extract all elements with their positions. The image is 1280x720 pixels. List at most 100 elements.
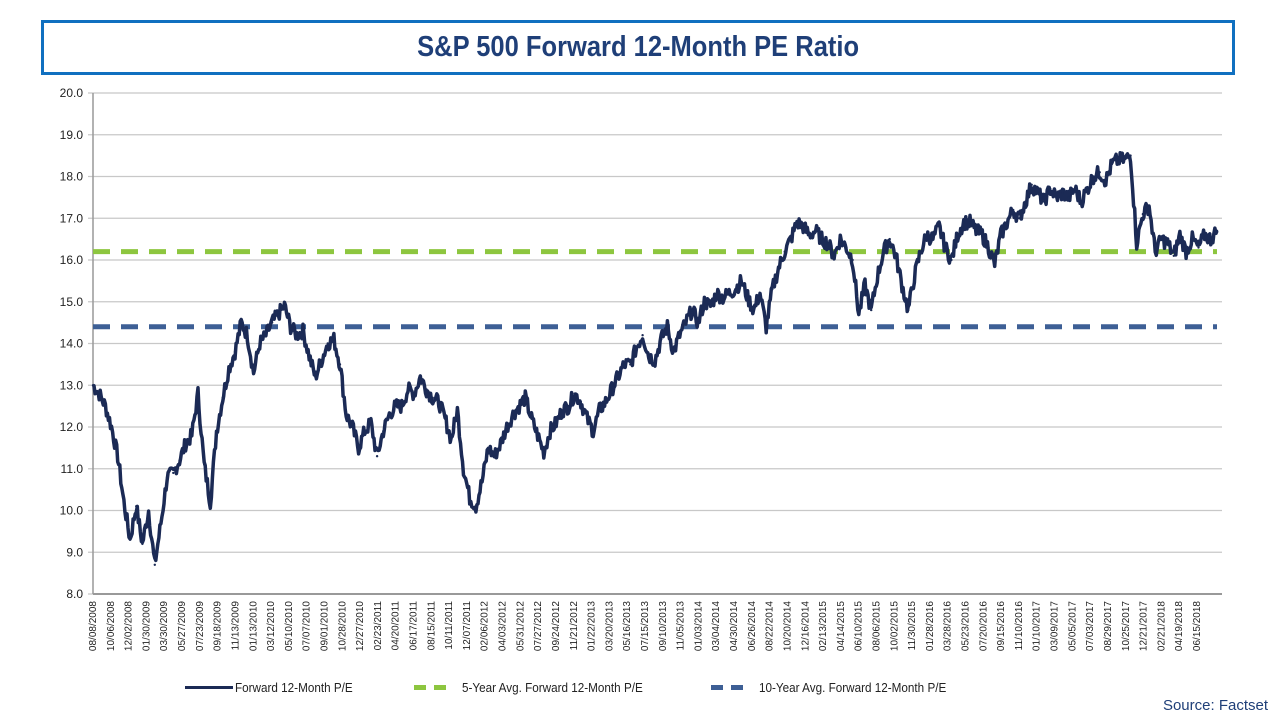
data-point — [419, 375, 422, 379]
data-point — [746, 296, 749, 299]
data-point — [320, 359, 323, 362]
data-point — [283, 304, 286, 308]
data-point — [882, 250, 885, 253]
data-point — [765, 325, 768, 328]
data-point — [727, 292, 731, 295]
data-point — [141, 542, 144, 546]
x-tick-label: 04/03/2012 — [498, 601, 509, 651]
data-point — [135, 505, 138, 508]
data-point — [857, 313, 860, 316]
data-point — [900, 283, 904, 287]
data-point — [153, 563, 156, 566]
data-point — [832, 254, 836, 257]
data-point — [1135, 242, 1138, 245]
data-point — [196, 392, 200, 395]
x-tick-label: 03/12/2010 — [266, 601, 277, 651]
x-tick-label: 03/04/2014 — [711, 601, 722, 651]
x-tick-label: 03/28/2016 — [943, 601, 954, 651]
x-tick-label: 08/15/2011 — [426, 601, 437, 651]
x-tick-label: 10/11/2011 — [444, 601, 455, 650]
x-tick-label: 03/09/2017 — [1050, 601, 1061, 651]
data-point — [795, 221, 799, 224]
data-point — [474, 505, 478, 508]
x-tick-label: 01/13/2010 — [248, 601, 259, 651]
data-point — [542, 450, 545, 454]
x-tick-label: 01/28/2016 — [925, 601, 936, 651]
y-tick-label: 20.0 — [60, 86, 84, 100]
data-point — [777, 267, 780, 270]
data-point — [598, 409, 601, 412]
data-point — [240, 321, 243, 324]
data-point — [536, 434, 539, 437]
data-point — [264, 334, 268, 337]
data-point — [894, 254, 898, 257]
data-point — [425, 388, 428, 391]
data-point — [1098, 171, 1101, 174]
data-point — [233, 350, 237, 353]
data-point — [789, 237, 793, 241]
data-point — [1197, 246, 1200, 249]
x-tick-label: 07/07/2010 — [302, 601, 313, 651]
data-point — [567, 404, 570, 408]
data-point — [752, 308, 755, 312]
data-point — [443, 417, 447, 420]
data-point — [1147, 204, 1151, 207]
y-tick-label: 10.0 — [60, 504, 84, 518]
y-tick-label: 13.0 — [60, 378, 84, 392]
x-tick-label: 06/26/2014 — [747, 601, 758, 651]
data-point — [487, 446, 490, 450]
data-point — [221, 396, 224, 399]
data-point — [666, 325, 669, 328]
data-point — [1191, 237, 1194, 241]
data-point — [493, 455, 496, 458]
data-point — [771, 288, 774, 291]
data-point — [338, 363, 342, 366]
x-tick-label: 10/25/2017 — [1121, 601, 1132, 651]
x-tick-label: 03/20/2013 — [604, 601, 615, 651]
data-point — [1073, 187, 1077, 191]
data-point — [524, 396, 527, 399]
data-point — [1012, 208, 1015, 212]
data-point — [246, 334, 249, 337]
x-tick-label: 08/06/2015 — [872, 601, 883, 651]
x-tick-label: 02/13/2015 — [818, 601, 829, 651]
x-tick-label: 10/02/2015 — [889, 601, 900, 651]
data-point — [653, 359, 657, 362]
data-point — [1117, 158, 1120, 161]
x-tick-label: 12/02/2008 — [124, 601, 135, 651]
data-point — [332, 338, 336, 341]
data-point — [1178, 233, 1182, 237]
data-point — [974, 229, 978, 232]
data-point — [308, 354, 311, 358]
legend-item-10yr-avg: 10-Year Avg. Forward 12-Month P/E — [710, 680, 967, 695]
y-tick-label: 11.0 — [61, 462, 84, 476]
x-tick-label: 07/15/2013 — [640, 601, 651, 651]
data-point — [555, 421, 558, 424]
x-tick-label: 06/15/2018 — [1192, 601, 1203, 651]
data-point — [388, 413, 391, 416]
data-point — [412, 392, 416, 395]
data-point — [1154, 250, 1157, 253]
x-tick-label: 05/16/2013 — [622, 601, 633, 651]
data-point — [159, 521, 163, 525]
x-tick-label: 09/24/2012 — [551, 601, 562, 651]
data-point — [375, 455, 379, 458]
data-point — [104, 404, 107, 408]
data-point — [258, 342, 261, 345]
data-point — [270, 321, 274, 324]
gridlines — [88, 92, 1222, 595]
data-point — [703, 300, 706, 303]
legend-swatch-solid — [185, 686, 233, 689]
x-tick-label: 02/21/2018 — [1156, 601, 1167, 651]
data-point — [1061, 192, 1064, 195]
data-point — [363, 430, 366, 433]
x-tick-label: 05/27/2009 — [177, 601, 188, 651]
data-point — [950, 258, 953, 262]
data-point — [165, 475, 169, 479]
data-point — [91, 384, 95, 387]
data-point — [1067, 196, 1071, 199]
data-point — [215, 430, 218, 433]
data-point — [357, 446, 360, 450]
data-point — [820, 237, 823, 241]
data-point — [672, 350, 675, 353]
